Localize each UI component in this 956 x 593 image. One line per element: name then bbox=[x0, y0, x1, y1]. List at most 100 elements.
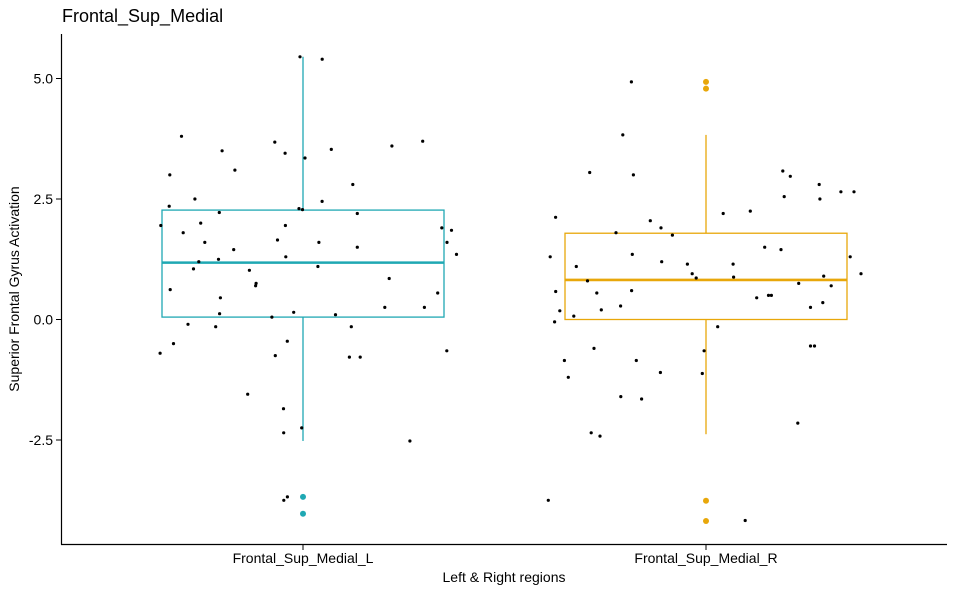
data-point bbox=[179, 134, 184, 138]
points-Frontal_Sup_Medial_L bbox=[158, 55, 459, 502]
data-point bbox=[796, 421, 800, 425]
data-point bbox=[168, 173, 172, 177]
data-point bbox=[640, 397, 644, 401]
x-axis-title: Left & Right regions bbox=[443, 569, 566, 585]
data-point bbox=[218, 296, 222, 300]
data-point bbox=[821, 301, 825, 305]
outlier-point bbox=[703, 78, 709, 85]
data-point bbox=[788, 174, 792, 178]
outlier-point bbox=[703, 517, 709, 524]
data-point bbox=[220, 149, 224, 153]
data-point bbox=[659, 226, 663, 230]
data-point bbox=[694, 276, 698, 280]
data-point bbox=[247, 268, 251, 272]
data-point bbox=[548, 255, 552, 259]
data-point bbox=[808, 305, 813, 309]
data-point bbox=[355, 211, 359, 216]
data-point bbox=[621, 133, 625, 137]
data-point bbox=[685, 262, 690, 266]
data-point bbox=[690, 272, 694, 276]
data-point bbox=[329, 147, 333, 151]
data-point bbox=[275, 238, 280, 242]
data-point bbox=[648, 219, 652, 223]
data-point bbox=[848, 255, 852, 259]
x-tick-label: Frontal_Sup_Medial_L bbox=[233, 550, 374, 566]
data-point bbox=[422, 305, 426, 309]
y-tick-label: 2.5 bbox=[34, 191, 54, 207]
points-Frontal_Sup_Medial_R bbox=[546, 80, 863, 523]
data-point bbox=[217, 210, 221, 215]
data-point bbox=[254, 284, 258, 288]
y-tick-label: -2.5 bbox=[29, 432, 53, 448]
data-point bbox=[168, 288, 172, 292]
data-point bbox=[769, 293, 774, 297]
data-point bbox=[358, 355, 362, 359]
data-point bbox=[387, 276, 391, 281]
data-point bbox=[333, 313, 338, 317]
data-point bbox=[273, 354, 277, 358]
data-point bbox=[572, 314, 576, 318]
data-point bbox=[158, 351, 162, 355]
data-point bbox=[852, 190, 856, 194]
data-point bbox=[546, 498, 550, 502]
data-point bbox=[454, 252, 459, 256]
data-point bbox=[595, 291, 599, 295]
y-axis-title: Superior Frontal Gyrus Activation bbox=[6, 186, 22, 391]
data-point bbox=[421, 139, 425, 143]
outlier-point bbox=[300, 510, 306, 517]
data-point bbox=[232, 248, 236, 252]
data-point bbox=[436, 291, 440, 295]
x-axis-ticks: Frontal_Sup_Medial_L Frontal_Sup_Medial_R bbox=[233, 544, 778, 566]
data-point bbox=[159, 223, 163, 228]
data-point bbox=[574, 264, 578, 269]
data-point bbox=[320, 57, 324, 61]
data-point bbox=[349, 325, 353, 329]
data-point bbox=[782, 195, 786, 199]
outlier-point bbox=[703, 85, 709, 92]
data-point bbox=[300, 426, 304, 430]
data-point bbox=[781, 169, 785, 173]
data-point bbox=[808, 344, 813, 348]
y-axis-ticks: 5.0 2.5 0.0 -2.5 bbox=[29, 71, 62, 448]
data-point bbox=[588, 170, 592, 175]
data-point bbox=[629, 80, 634, 84]
data-point bbox=[599, 308, 603, 312]
box-Frontal_Sup_Medial_L bbox=[161, 56, 445, 517]
data-point bbox=[440, 226, 444, 230]
data-point bbox=[273, 140, 277, 144]
data-point bbox=[732, 275, 736, 279]
data-point bbox=[285, 339, 289, 343]
data-point bbox=[658, 370, 663, 375]
data-point bbox=[839, 190, 843, 194]
data-point bbox=[254, 281, 258, 285]
data-point bbox=[355, 245, 359, 249]
data-point bbox=[589, 431, 593, 435]
outlier-point bbox=[300, 493, 306, 500]
data-point bbox=[553, 320, 557, 324]
data-point bbox=[193, 197, 197, 201]
data-point bbox=[283, 223, 287, 228]
data-point bbox=[297, 207, 301, 211]
data-point bbox=[822, 274, 826, 278]
data-point bbox=[755, 296, 759, 300]
data-point bbox=[218, 312, 222, 316]
data-point bbox=[246, 392, 250, 396]
data-point bbox=[554, 289, 558, 294]
data-point bbox=[445, 349, 449, 353]
data-point bbox=[181, 231, 185, 235]
data-point bbox=[390, 144, 394, 148]
data-point bbox=[317, 240, 321, 244]
data-point bbox=[700, 371, 704, 376]
data-point bbox=[797, 281, 801, 285]
data-point bbox=[216, 257, 221, 261]
data-point bbox=[731, 262, 735, 266]
data-point bbox=[284, 255, 288, 259]
data-point bbox=[167, 204, 171, 208]
data-point bbox=[203, 240, 207, 244]
data-point bbox=[660, 260, 664, 264]
data-point bbox=[818, 197, 822, 201]
x-tick-label: Frontal_Sup_Medial_R bbox=[634, 550, 777, 566]
data-point bbox=[300, 208, 305, 212]
data-point bbox=[721, 211, 725, 216]
data-point bbox=[282, 498, 286, 502]
